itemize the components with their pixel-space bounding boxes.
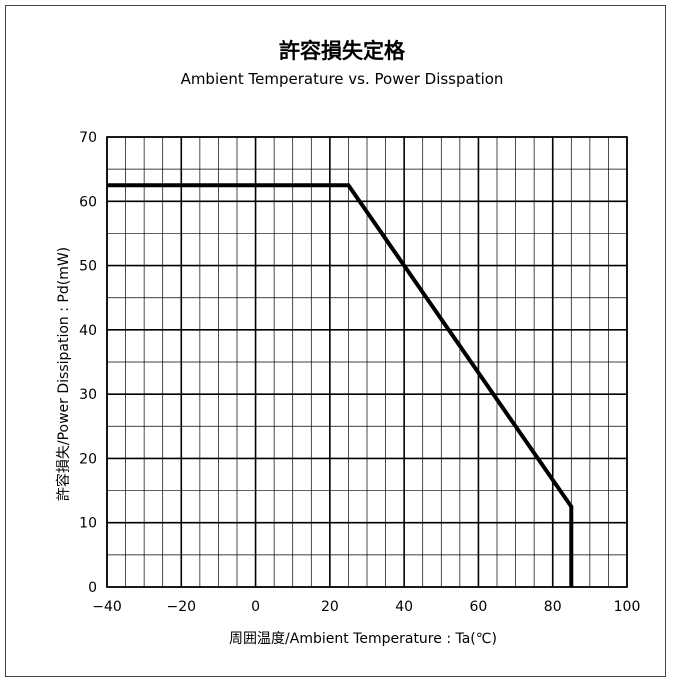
y-tick-labels: 0 10 20 30 40 50 60 70 — [79, 130, 97, 596]
y-tick-label: 20 — [79, 451, 97, 467]
chart-subtitle: Ambient Temperature vs. Power Disspation — [181, 70, 504, 88]
y-axis-label: 許容損失/Power Dissipation : Pd(mW) — [55, 247, 72, 501]
y-tick-label: 30 — [79, 387, 97, 403]
y-tick-label: 50 — [79, 259, 97, 275]
x-tick-label: 60 — [470, 599, 488, 615]
chart-frame: 許容損失定格 Ambient Temperature vs. Power Dis… — [5, 5, 666, 677]
y-tick-label: 0 — [88, 580, 97, 596]
x-tick-labels: −40 −20 0 20 40 60 80 100 — [92, 599, 640, 615]
x-tick-label: 100 — [614, 599, 641, 615]
x-tick-label: 80 — [544, 599, 562, 615]
x-tick-label: 40 — [395, 599, 413, 615]
x-tick-label: −40 — [92, 599, 122, 615]
plot-grid — [106, 136, 628, 588]
x-tick-label: −20 — [167, 599, 197, 615]
y-tick-label: 70 — [79, 130, 97, 146]
x-tick-label: 0 — [251, 599, 260, 615]
derating-chart: 許容損失定格 Ambient Temperature vs. Power Dis… — [55, 39, 640, 647]
y-tick-label: 40 — [79, 323, 97, 339]
x-axis-label: 周囲温度/Ambient Temperature : Ta(℃) — [229, 631, 497, 647]
chart-title: 許容損失定格 — [279, 39, 406, 63]
derating-curve-line — [107, 183, 574, 587]
x-tick-label: 20 — [321, 599, 339, 615]
y-tick-label: 10 — [79, 516, 97, 532]
plot-border — [106, 136, 628, 588]
y-tick-label: 60 — [79, 194, 97, 210]
series-layer — [107, 183, 574, 587]
